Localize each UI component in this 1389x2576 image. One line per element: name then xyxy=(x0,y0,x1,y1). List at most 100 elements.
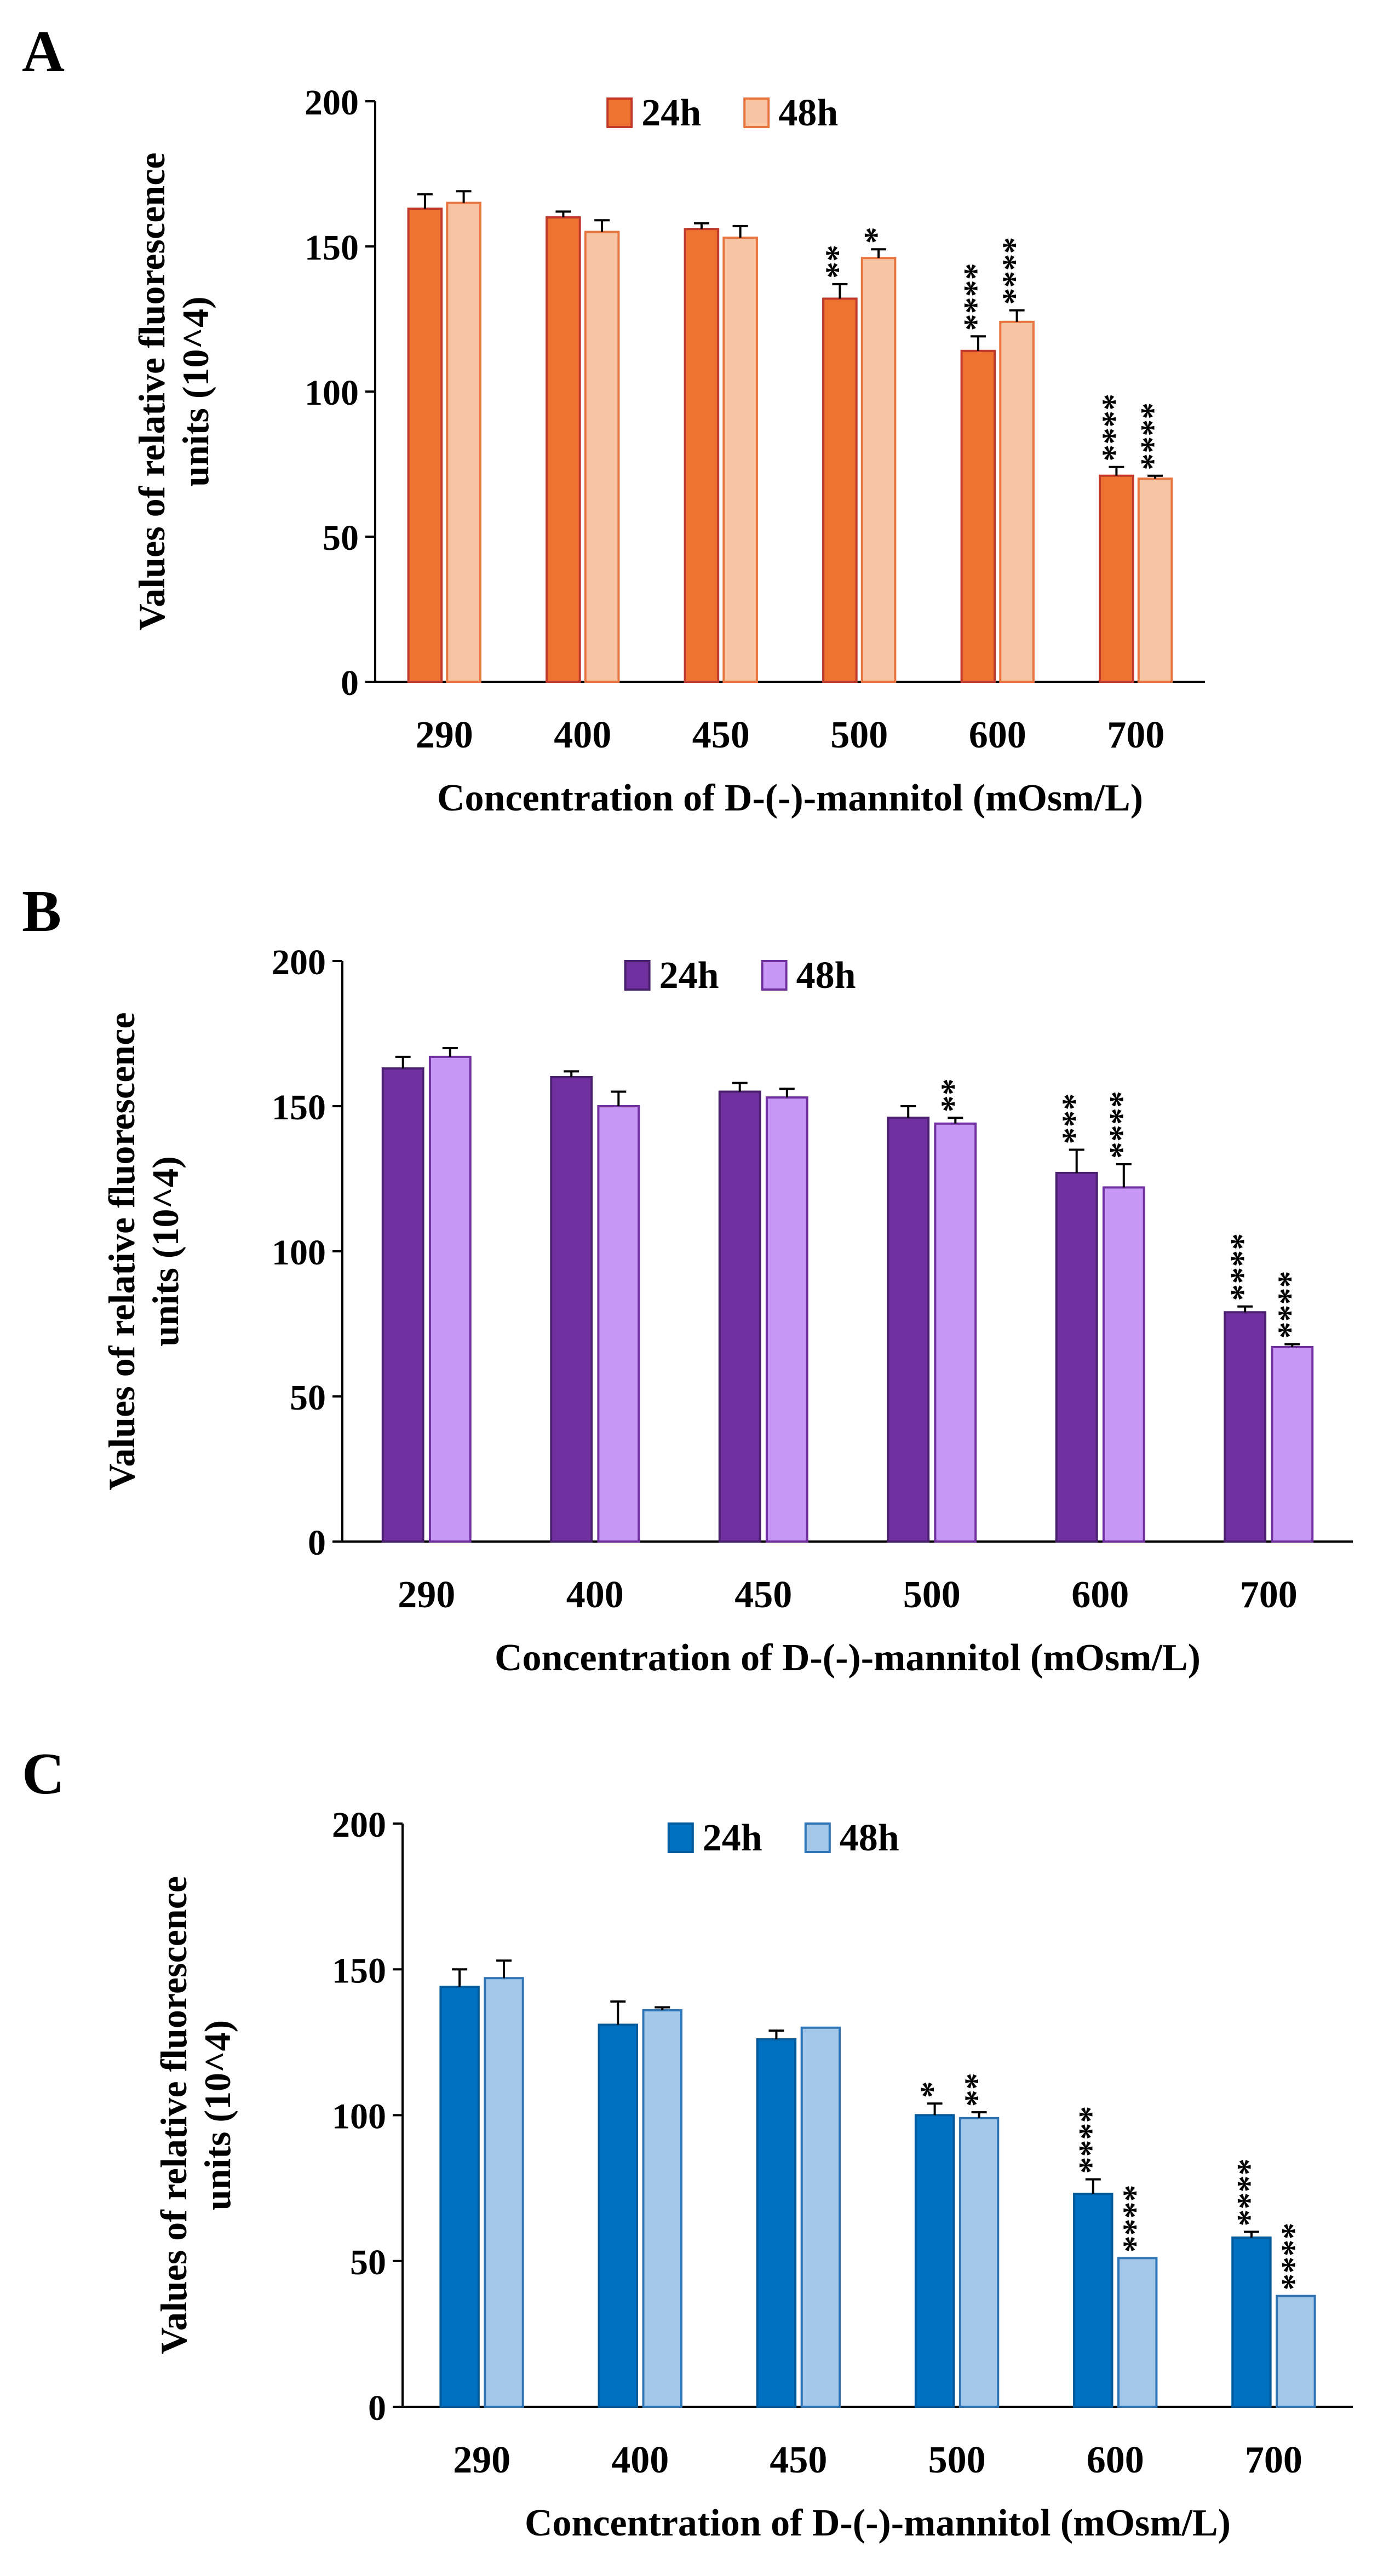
bar xyxy=(1271,1346,1314,1543)
panel-C-legend: 24h 48h xyxy=(667,1817,899,1859)
x-axis-label: Concentration of D-(-)-mannitol (mOsm/L) xyxy=(437,777,1143,819)
legend-swatch-24h xyxy=(606,97,633,128)
legend-swatch-48h xyxy=(761,960,788,991)
y-axis-label-line2: units (10^4) xyxy=(197,2020,238,2210)
panel-A-legend: 24h 48h xyxy=(606,92,838,134)
x-tick-label: 700 xyxy=(1240,1574,1298,1616)
significance-label: **** xyxy=(1231,2159,1268,2227)
legend-swatch-24h xyxy=(667,1822,694,1853)
y-tick-label: 0 xyxy=(368,2388,386,2428)
bar xyxy=(446,202,481,683)
x-tick-label: 600 xyxy=(969,714,1026,756)
bar xyxy=(1055,1171,1098,1543)
significance-label: **** xyxy=(1275,2223,1312,2291)
y-axis-label-line1: Values of relative fluorescence xyxy=(153,1876,194,2354)
x-tick-label: 600 xyxy=(1071,1574,1129,1616)
bar xyxy=(999,320,1035,683)
y-tick-label: 150 xyxy=(272,1088,326,1128)
significance-label: * xyxy=(914,2081,951,2098)
panel-label-A: A xyxy=(22,19,65,84)
panel-B-legend: 24h 48h xyxy=(624,955,856,997)
bar xyxy=(1102,1186,1145,1543)
y-tick-label: 100 xyxy=(272,1233,326,1273)
significance-label: **** xyxy=(996,237,1034,305)
panel-C-bars: * ********** ******** xyxy=(439,1959,1316,2408)
significance-label: **** xyxy=(1095,394,1133,462)
panel-label-B: B xyxy=(22,879,61,944)
bar xyxy=(1073,2193,1114,2408)
y-tick-label: 0 xyxy=(341,663,359,703)
x-tick-label: 400 xyxy=(566,1574,624,1616)
bar xyxy=(642,2009,682,2408)
bar xyxy=(887,1117,930,1543)
y-axis-label-line2: units (10^4) xyxy=(145,1156,186,1346)
legend-swatch-48h xyxy=(804,1822,831,1853)
legend-label-48h: 48h xyxy=(778,92,838,134)
x-tick-label: 450 xyxy=(734,1574,792,1616)
panel-A-bars: ******* ******** **** xyxy=(407,190,1173,683)
bar xyxy=(822,297,858,683)
bar xyxy=(407,208,443,683)
significance-label: **** xyxy=(957,263,995,331)
y-axis-label-line1: Values of relative fluorescence xyxy=(131,152,173,630)
significance-label: **** xyxy=(1117,2184,1154,2252)
y-tick-label: 150 xyxy=(305,228,359,268)
x-tick-label: 600 xyxy=(1087,2439,1144,2481)
x-tick-label: 500 xyxy=(928,2439,986,2481)
x-tick-label: 500 xyxy=(830,714,888,756)
y-tick-label: 150 xyxy=(332,1951,386,1991)
bar xyxy=(765,1096,808,1543)
panel-B-axes: 0 50 100 150 200 290 400 450 500 600 700 xyxy=(272,942,1353,1616)
legend-label-48h: 48h xyxy=(840,1817,899,1859)
x-tick-label: 400 xyxy=(554,714,611,756)
panel-B-bars: ** *** ************ xyxy=(381,1047,1314,1543)
legend-label-24h: 24h xyxy=(703,1817,762,1859)
bar xyxy=(1099,474,1134,683)
bar xyxy=(914,2114,955,2408)
bar xyxy=(722,237,758,683)
significance-label: ** xyxy=(934,1078,972,1112)
bar xyxy=(958,2117,1000,2408)
bar xyxy=(934,1122,977,1543)
y-tick-label: 50 xyxy=(323,518,359,558)
significance-label: *** xyxy=(1056,1094,1093,1145)
significance-label: **** xyxy=(1072,2106,1110,2174)
x-tick-label: 290 xyxy=(416,714,473,756)
bar xyxy=(1276,2295,1316,2408)
y-tick-label: 200 xyxy=(332,1805,386,1845)
y-tick-label: 200 xyxy=(305,83,359,123)
significance-label: **** xyxy=(1224,1233,1261,1301)
panel-label-C: C xyxy=(22,1741,65,1807)
bar xyxy=(584,231,620,683)
bar xyxy=(960,349,996,683)
y-tick-label: 100 xyxy=(332,2097,386,2137)
y-tick-label: 50 xyxy=(290,1378,326,1418)
legend-label-24h: 24h xyxy=(641,92,701,134)
y-tick-label: 50 xyxy=(350,2242,386,2282)
significance-label: **** xyxy=(1134,403,1172,470)
legend-swatch-24h xyxy=(624,960,651,991)
bar xyxy=(718,1090,761,1543)
bar xyxy=(597,1105,640,1543)
x-tick-label: 450 xyxy=(770,2439,827,2481)
x-axis-label: Concentration of D-(-)-mannitol (mOsm/L) xyxy=(525,2502,1231,2544)
panel-C-axes: 0 50 100 150 200 290 400 450 500 600 700 xyxy=(332,1805,1353,2481)
x-tick-label: 400 xyxy=(611,2439,669,2481)
bar xyxy=(800,2026,841,2408)
x-tick-label: 290 xyxy=(453,2439,510,2481)
bar xyxy=(439,1986,480,2408)
significance-label: ** xyxy=(819,245,856,279)
legend-label-48h: 48h xyxy=(796,955,856,997)
bar xyxy=(546,216,581,683)
bar xyxy=(756,2038,797,2408)
significance-label: * xyxy=(858,227,895,244)
bar xyxy=(550,1076,593,1543)
bar xyxy=(860,257,897,683)
bar xyxy=(598,2023,638,2408)
bar xyxy=(684,228,720,683)
x-tick-label: 500 xyxy=(903,1574,961,1616)
